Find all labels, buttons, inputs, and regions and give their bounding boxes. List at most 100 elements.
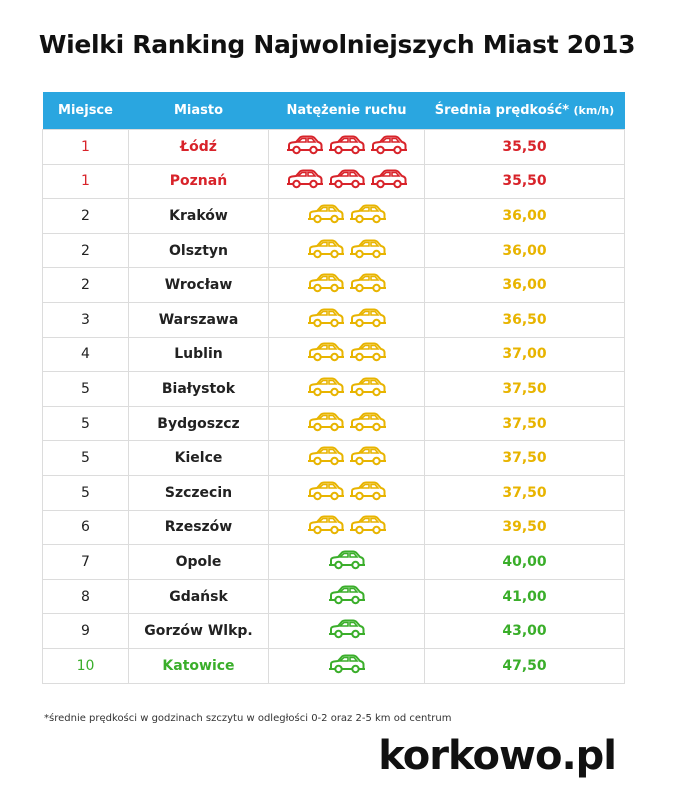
car-icon: [328, 584, 366, 606]
speed-cell: 35,50: [424, 129, 625, 165]
city-cell: Rzeszów: [128, 509, 269, 546]
car-icon: [349, 445, 387, 467]
traffic-cell: [268, 371, 425, 407]
table-row: 2 Wrocław 36,00: [42, 267, 625, 303]
rank-cell: 3: [42, 301, 129, 338]
speed-cell: 39,50: [424, 509, 625, 546]
car-icon: [328, 618, 366, 640]
car-icon: [349, 203, 387, 225]
traffic-cell: [268, 198, 425, 234]
city-cell: Kraków: [128, 198, 269, 234]
traffic-cell: [268, 267, 425, 303]
city-cell: Gorzów Wlkp.: [128, 613, 269, 649]
traffic-cell: [268, 544, 425, 580]
traffic-cell: [268, 232, 425, 269]
rank-cell: 4: [42, 336, 129, 373]
speed-cell: 37,50: [424, 474, 625, 511]
traffic-level: [328, 618, 366, 640]
traffic-cell: [268, 440, 425, 476]
city-cell: Warszawa: [128, 301, 269, 338]
footnote: *średnie prędkości w godzinach szczytu w…: [44, 713, 452, 724]
page-title: Wielki Ranking Najwolniejszych Miast 201…: [38, 30, 636, 59]
traffic-level: [307, 445, 387, 467]
table-row: 2 Kraków 36,00: [42, 198, 625, 234]
rank-cell: 6: [42, 509, 129, 546]
table-row: 5 Białystok 37,50: [42, 371, 625, 407]
table-row: 1 Łódź 35,50: [42, 129, 625, 165]
car-icon: [307, 445, 345, 467]
traffic-level: [307, 272, 387, 294]
table-row: 4 Lublin 37,00: [42, 336, 625, 373]
city-cell: Kielce: [128, 440, 269, 476]
header-speed-unit: (km/h): [573, 104, 615, 117]
traffic-cell: [268, 509, 425, 546]
car-icon: [307, 411, 345, 433]
table-row: 5 Szczecin 37,50: [42, 474, 625, 511]
car-icon: [349, 307, 387, 329]
traffic-cell: [268, 336, 425, 373]
car-icon: [370, 134, 408, 156]
header-speed: Średnia prędkość* (km/h): [424, 92, 625, 130]
car-icon: [349, 341, 387, 363]
table-row: 1 Poznań 35,50: [42, 163, 625, 200]
car-icon: [307, 514, 345, 536]
speed-cell: 41,00: [424, 578, 625, 615]
traffic-cell: [268, 405, 425, 442]
city-cell: Olsztyn: [128, 232, 269, 269]
traffic-cell: [268, 129, 425, 165]
car-icon: [307, 480, 345, 502]
car-icon: [286, 134, 324, 156]
traffic-level: [307, 238, 387, 260]
speed-cell: 47,50: [424, 647, 625, 684]
speed-cell: 43,00: [424, 613, 625, 649]
table-row: 5 Kielce 37,50: [42, 440, 625, 476]
traffic-cell: [268, 301, 425, 338]
speed-cell: 37,00: [424, 336, 625, 373]
car-icon: [349, 514, 387, 536]
city-cell: Łódź: [128, 129, 269, 165]
speed-cell: 40,00: [424, 544, 625, 580]
speed-cell: 37,50: [424, 440, 625, 476]
car-icon: [349, 411, 387, 433]
city-cell: Bydgoszcz: [128, 405, 269, 442]
table-row: 3 Warszawa 36,50: [42, 301, 625, 338]
car-icon: [307, 272, 345, 294]
city-cell: Wrocław: [128, 267, 269, 303]
city-cell: Katowice: [128, 647, 269, 684]
traffic-cell: [268, 474, 425, 511]
rank-cell: 7: [42, 544, 129, 580]
traffic-cell: [268, 647, 425, 684]
table-row: 8 Gdańsk 41,00: [42, 578, 625, 615]
rank-cell: 5: [42, 405, 129, 442]
table-row: 10 Katowice 47,50: [42, 647, 625, 684]
header-speed-label: Średnia prędkość*: [434, 103, 569, 118]
traffic-cell: [268, 163, 425, 200]
car-icon: [307, 376, 345, 398]
city-cell: Gdańsk: [128, 578, 269, 615]
rank-cell: 5: [42, 371, 129, 407]
table-row: 2 Olsztyn 36,00: [42, 232, 625, 269]
rank-cell: 8: [42, 578, 129, 615]
car-icon: [349, 272, 387, 294]
traffic-level: [307, 376, 387, 398]
car-icon: [307, 238, 345, 260]
traffic-level: [307, 514, 387, 536]
traffic-level: [307, 341, 387, 363]
speed-cell: 36,00: [424, 267, 625, 303]
speed-cell: 37,50: [424, 371, 625, 407]
traffic-level: [307, 411, 387, 433]
header-city: Miasto: [128, 92, 269, 130]
traffic-cell: [268, 613, 425, 649]
table-row: 6 Rzeszów 39,50: [42, 509, 625, 546]
city-cell: Białystok: [128, 371, 269, 407]
car-icon: [286, 168, 324, 190]
car-icon: [349, 376, 387, 398]
city-cell: Opole: [128, 544, 269, 580]
traffic-level: [286, 134, 408, 156]
car-icon: [307, 203, 345, 225]
speed-cell: 36,00: [424, 232, 625, 269]
table-header-row: Miejsce Miasto Natężenie ruchu Średnia p…: [42, 92, 625, 130]
city-cell: Lublin: [128, 336, 269, 373]
speed-cell: 37,50: [424, 405, 625, 442]
table-body: 1 Łódź 35,50 1 Poznań 35,50 2 Kraków 36,00 2 Olszt…: [42, 129, 625, 684]
